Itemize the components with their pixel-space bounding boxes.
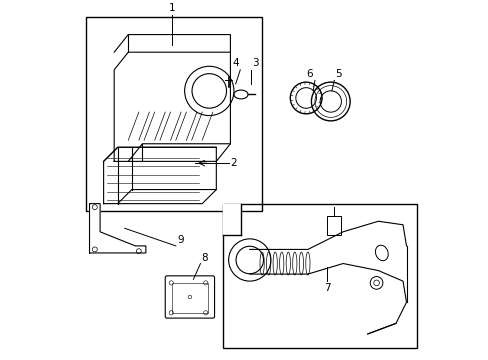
Text: 2: 2 [230, 158, 237, 168]
Text: 6: 6 [306, 69, 312, 79]
Text: 9: 9 [177, 235, 183, 245]
Bar [86, 17, 262, 211]
Text: 5: 5 [335, 69, 341, 79]
Bar [223, 204, 416, 348]
Text: 3: 3 [252, 58, 258, 68]
Polygon shape [89, 204, 145, 253]
Polygon shape [223, 204, 241, 235]
Bar [326, 216, 341, 235]
Bar [172, 283, 207, 313]
Text: 8: 8 [201, 253, 207, 263]
Text: 4: 4 [232, 58, 238, 68]
Text: 7: 7 [323, 283, 330, 293]
Text: 1: 1 [169, 3, 175, 13]
